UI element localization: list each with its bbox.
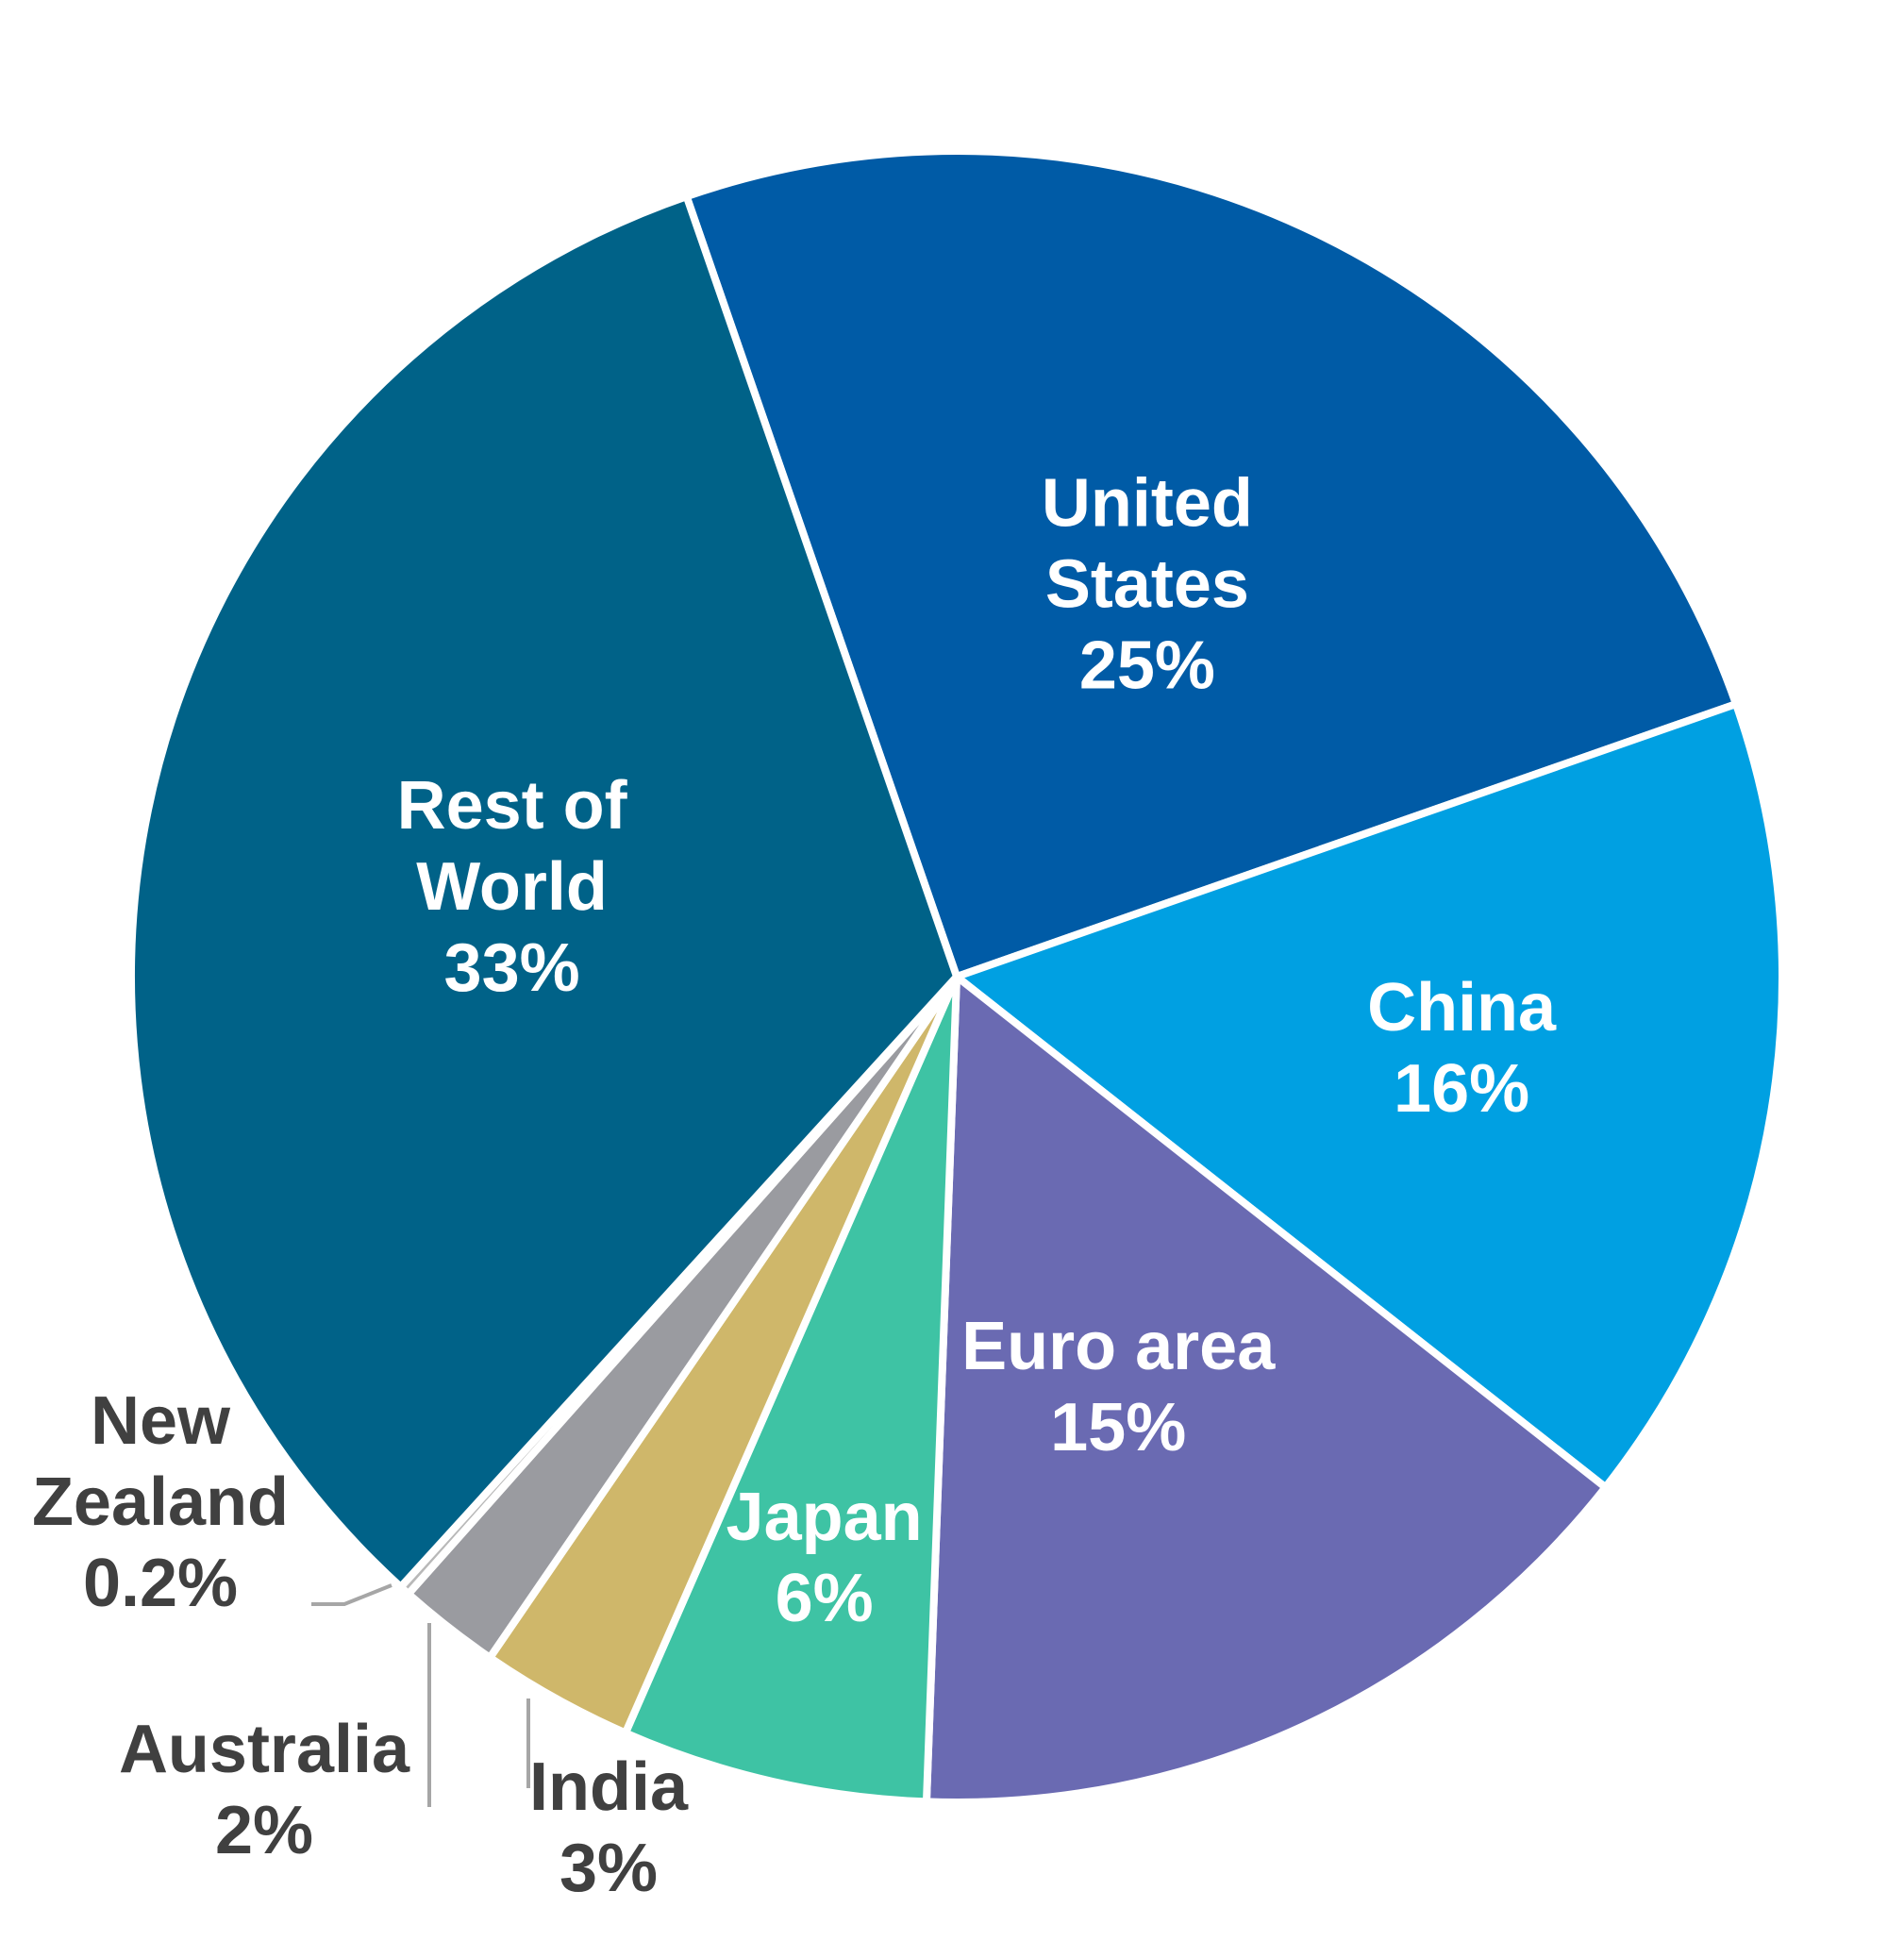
slice-label-new-zealand: New Zealand 0.2% xyxy=(32,1383,289,1621)
slice-name-label: Australia xyxy=(119,1712,410,1787)
slice-value-label: 2% xyxy=(215,1793,313,1868)
labels-layer: United States 25%China 16%Euro area 15%Japan… xyxy=(32,465,1557,1906)
pie-slice-rest-of-world xyxy=(127,192,960,1591)
slice-name-label: World xyxy=(416,849,608,925)
slice-value-label: 3% xyxy=(560,1831,658,1906)
leader-line-new-zealand xyxy=(311,1583,392,1606)
slice-name-label: New xyxy=(91,1383,231,1459)
slice-name-label: Euro area xyxy=(961,1309,1276,1384)
slice-name-label: Japan xyxy=(727,1480,923,1555)
slice-value-label: 16% xyxy=(1394,1051,1529,1127)
slice-label-united-states: United States 25% xyxy=(1042,465,1253,703)
slice-value-label: 15% xyxy=(1050,1390,1186,1465)
slice-value-label: 33% xyxy=(444,930,580,1006)
pie-slice-japan xyxy=(621,973,960,1806)
slice-name-label: United xyxy=(1042,465,1253,541)
slice-name-label: China xyxy=(1367,970,1557,1046)
slices-layer xyxy=(127,147,1786,1806)
slice-value-label: 6% xyxy=(776,1561,874,1636)
slice-label-rest-of-world: Rest of World 33% xyxy=(397,768,628,1006)
slice-label-india: India 3% xyxy=(529,1749,689,1906)
slice-value-label: 25% xyxy=(1079,628,1215,703)
pie-slice-united-states xyxy=(682,147,1740,980)
leader-lines-layer xyxy=(311,1583,530,1807)
slice-name-label: Zealand xyxy=(32,1464,289,1540)
slice-value-label: 0.2% xyxy=(83,1546,238,1621)
slice-label-japan: Japan 6% xyxy=(727,1480,923,1636)
slice-label-china: China 16% xyxy=(1367,970,1557,1127)
slice-name-label: Rest of xyxy=(397,768,628,844)
slice-name-label: India xyxy=(529,1749,689,1825)
slice-label-australia: Australia 2% xyxy=(119,1712,410,1868)
pie-slice-euro-area xyxy=(922,973,1610,1806)
slice-label-euro-area: Euro area 15% xyxy=(961,1309,1276,1465)
slice-name-label: States xyxy=(1045,546,1249,622)
pie-slice-china xyxy=(953,700,1786,1492)
